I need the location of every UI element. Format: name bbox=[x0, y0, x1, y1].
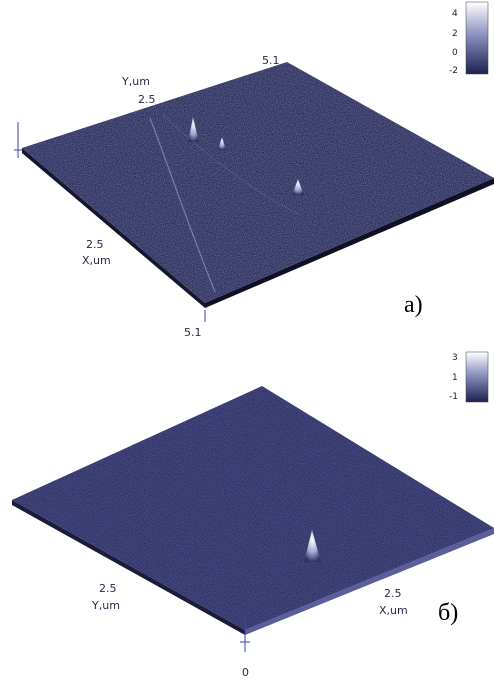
y-axis-name: Y,um bbox=[121, 75, 150, 88]
surface-edge-front bbox=[22, 148, 205, 308]
color-scale-tick: 0 bbox=[452, 48, 458, 58]
panel-label-b: б) bbox=[438, 600, 458, 626]
color-scale-tick: -1 bbox=[449, 392, 458, 402]
surface-peak bbox=[292, 179, 304, 195]
y-axis-name: Y,um bbox=[91, 599, 120, 612]
x-axis-mid-tick: 2.5 bbox=[384, 587, 402, 600]
panel-label-a: a) bbox=[404, 292, 423, 318]
surface-edge-left bbox=[12, 500, 245, 635]
surface-texture bbox=[12, 386, 494, 630]
color-scale-bar bbox=[465, 351, 489, 403]
surface-peak bbox=[218, 137, 226, 150]
surface-edge-right bbox=[245, 528, 494, 635]
color-scale-tick: 4 bbox=[452, 9, 458, 19]
surface-scratch bbox=[149, 117, 216, 293]
y-axis-mid-tick: 2.5 bbox=[99, 582, 117, 595]
color-scale-tick: 3 bbox=[452, 353, 458, 363]
x-axis-name: X,um bbox=[82, 254, 111, 267]
color-scale-tick: -2 bbox=[449, 66, 458, 76]
afm-panel-a: Y,um 2.5 5.1 2.5 X,um 5.1 4 2 0 -2 a) bbox=[14, 1, 494, 339]
x-axis-name: X,um bbox=[379, 604, 408, 617]
color-scale-bar bbox=[465, 1, 489, 75]
surface-peak bbox=[188, 117, 199, 142]
x-axis-mid-tick: 2.5 bbox=[86, 238, 104, 251]
color-scale-tick: 2 bbox=[452, 29, 458, 39]
surface-texture bbox=[22, 62, 494, 303]
axis-origin-tick: 0 bbox=[242, 666, 249, 679]
y-axis-mid-tick: 2.5 bbox=[138, 93, 156, 106]
x-axis-end-tick: 5.1 bbox=[184, 326, 202, 339]
surface-edge-right bbox=[205, 178, 494, 308]
color-scale-tick: 1 bbox=[452, 373, 458, 383]
y-axis-end-tick: 5.1 bbox=[262, 54, 280, 67]
surface-scratch bbox=[161, 113, 301, 216]
surface-peak bbox=[304, 530, 321, 562]
